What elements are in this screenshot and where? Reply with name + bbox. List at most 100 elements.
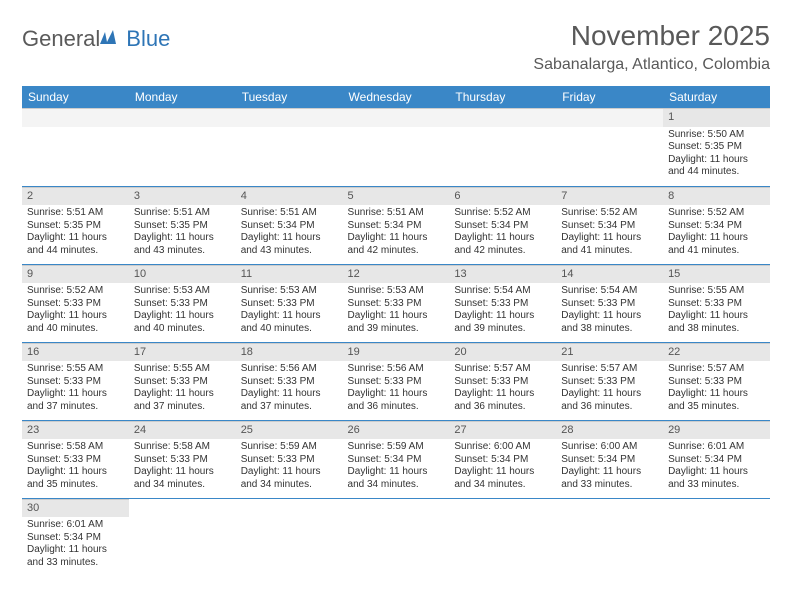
day-cell: 12Sunrise: 5:53 AMSunset: 5:33 PMDayligh… <box>343 264 450 342</box>
day-number-empty <box>449 108 556 127</box>
day-number: 20 <box>449 343 556 362</box>
day-details: Sunrise: 5:58 AMSunset: 5:33 PMDaylight:… <box>22 439 129 495</box>
day-cell: 27Sunrise: 6:00 AMSunset: 5:34 PMDayligh… <box>449 420 556 498</box>
day-line-ss: Sunset: 5:34 PM <box>454 220 551 233</box>
day-details: Sunrise: 5:55 AMSunset: 5:33 PMDaylight:… <box>129 361 236 417</box>
day-line-d2: and 44 minutes. <box>27 245 124 258</box>
day-line-d2: and 34 minutes. <box>241 479 338 492</box>
day-details: Sunrise: 5:53 AMSunset: 5:33 PMDaylight:… <box>129 283 236 339</box>
day-number: 3 <box>129 187 236 206</box>
day-details: Sunrise: 6:00 AMSunset: 5:34 PMDaylight:… <box>449 439 556 495</box>
day-line-d1: Daylight: 11 hours <box>668 232 765 245</box>
day-line-d2: and 33 minutes. <box>561 479 658 492</box>
day-cell: 20Sunrise: 5:57 AMSunset: 5:33 PMDayligh… <box>449 342 556 420</box>
weekday-header: Wednesday <box>343 86 450 108</box>
day-number: 1 <box>663 108 770 127</box>
day-number: 5 <box>343 187 450 206</box>
day-line-d1: Daylight: 11 hours <box>454 466 551 479</box>
day-cell <box>343 498 450 576</box>
day-line-sr: Sunrise: 6:00 AM <box>454 441 551 454</box>
flag-icon <box>100 30 122 46</box>
day-line-ss: Sunset: 5:33 PM <box>454 298 551 311</box>
day-details: Sunrise: 5:55 AMSunset: 5:33 PMDaylight:… <box>663 283 770 339</box>
day-details: Sunrise: 5:52 AMSunset: 5:33 PMDaylight:… <box>22 283 129 339</box>
day-cell <box>236 498 343 576</box>
day-line-ss: Sunset: 5:33 PM <box>454 376 551 389</box>
day-number: 22 <box>663 343 770 362</box>
day-cell: 17Sunrise: 5:55 AMSunset: 5:33 PMDayligh… <box>129 342 236 420</box>
day-line-ss: Sunset: 5:34 PM <box>241 220 338 233</box>
day-line-sr: Sunrise: 5:59 AM <box>241 441 338 454</box>
day-line-d2: and 37 minutes. <box>27 401 124 414</box>
day-details: Sunrise: 5:53 AMSunset: 5:33 PMDaylight:… <box>236 283 343 339</box>
day-details: Sunrise: 5:59 AMSunset: 5:33 PMDaylight:… <box>236 439 343 495</box>
day-number: 4 <box>236 187 343 206</box>
day-line-d1: Daylight: 11 hours <box>348 232 445 245</box>
day-line-ss: Sunset: 5:33 PM <box>561 376 658 389</box>
day-line-d1: Daylight: 11 hours <box>27 388 124 401</box>
day-details: Sunrise: 5:51 AMSunset: 5:34 PMDaylight:… <box>343 205 450 261</box>
day-number-empty <box>343 108 450 127</box>
day-line-d2: and 40 minutes. <box>241 323 338 336</box>
day-line-ss: Sunset: 5:35 PM <box>134 220 231 233</box>
week-row: 2Sunrise: 5:51 AMSunset: 5:35 PMDaylight… <box>22 186 770 264</box>
day-line-d1: Daylight: 11 hours <box>561 466 658 479</box>
day-line-d1: Daylight: 11 hours <box>348 388 445 401</box>
day-line-sr: Sunrise: 5:56 AM <box>348 363 445 376</box>
day-line-sr: Sunrise: 5:58 AM <box>134 441 231 454</box>
day-cell <box>449 498 556 576</box>
day-cell: 14Sunrise: 5:54 AMSunset: 5:33 PMDayligh… <box>556 264 663 342</box>
day-number: 11 <box>236 265 343 284</box>
day-line-d1: Daylight: 11 hours <box>454 388 551 401</box>
week-row: 1Sunrise: 5:50 AMSunset: 5:35 PMDaylight… <box>22 108 770 186</box>
day-line-ss: Sunset: 5:34 PM <box>348 220 445 233</box>
day-line-d1: Daylight: 11 hours <box>668 466 765 479</box>
day-line-sr: Sunrise: 6:01 AM <box>668 441 765 454</box>
day-line-d2: and 38 minutes. <box>668 323 765 336</box>
day-line-ss: Sunset: 5:34 PM <box>668 220 765 233</box>
day-cell: 3Sunrise: 5:51 AMSunset: 5:35 PMDaylight… <box>129 186 236 264</box>
day-details: Sunrise: 5:57 AMSunset: 5:33 PMDaylight:… <box>663 361 770 417</box>
day-line-d1: Daylight: 11 hours <box>668 154 765 167</box>
day-line-sr: Sunrise: 5:57 AM <box>454 363 551 376</box>
day-details: Sunrise: 5:55 AMSunset: 5:33 PMDaylight:… <box>22 361 129 417</box>
day-details: Sunrise: 5:56 AMSunset: 5:33 PMDaylight:… <box>343 361 450 417</box>
day-line-d1: Daylight: 11 hours <box>241 466 338 479</box>
day-cell: 8Sunrise: 5:52 AMSunset: 5:34 PMDaylight… <box>663 186 770 264</box>
day-line-d2: and 34 minutes. <box>454 479 551 492</box>
day-line-d2: and 43 minutes. <box>134 245 231 258</box>
weekday-header: Saturday <box>663 86 770 108</box>
day-cell: 4Sunrise: 5:51 AMSunset: 5:34 PMDaylight… <box>236 186 343 264</box>
day-number: 21 <box>556 343 663 362</box>
weekday-header: Tuesday <box>236 86 343 108</box>
day-line-ss: Sunset: 5:33 PM <box>134 298 231 311</box>
day-number: 23 <box>22 421 129 440</box>
day-number: 9 <box>22 265 129 284</box>
day-line-d1: Daylight: 11 hours <box>561 232 658 245</box>
day-cell: 15Sunrise: 5:55 AMSunset: 5:33 PMDayligh… <box>663 264 770 342</box>
day-line-sr: Sunrise: 5:58 AM <box>27 441 124 454</box>
day-details: Sunrise: 6:01 AMSunset: 5:34 PMDaylight:… <box>663 439 770 495</box>
day-number: 27 <box>449 421 556 440</box>
day-details: Sunrise: 5:54 AMSunset: 5:33 PMDaylight:… <box>449 283 556 339</box>
day-line-sr: Sunrise: 5:50 AM <box>668 129 765 142</box>
day-line-d2: and 33 minutes. <box>668 479 765 492</box>
day-cell: 22Sunrise: 5:57 AMSunset: 5:33 PMDayligh… <box>663 342 770 420</box>
day-number: 19 <box>343 343 450 362</box>
day-line-d1: Daylight: 11 hours <box>134 466 231 479</box>
day-line-ss: Sunset: 5:33 PM <box>241 454 338 467</box>
logo-text-general: General <box>22 26 100 52</box>
day-line-d2: and 44 minutes. <box>668 166 765 179</box>
day-cell: 13Sunrise: 5:54 AMSunset: 5:33 PMDayligh… <box>449 264 556 342</box>
day-cell: 1Sunrise: 5:50 AMSunset: 5:35 PMDaylight… <box>663 108 770 186</box>
day-cell <box>129 498 236 576</box>
day-line-d2: and 34 minutes. <box>134 479 231 492</box>
day-line-d2: and 35 minutes. <box>27 479 124 492</box>
day-line-d1: Daylight: 11 hours <box>241 310 338 323</box>
day-line-ss: Sunset: 5:34 PM <box>561 220 658 233</box>
weekday-header-row: Sunday Monday Tuesday Wednesday Thursday… <box>22 86 770 108</box>
day-cell <box>556 108 663 186</box>
day-line-sr: Sunrise: 6:00 AM <box>561 441 658 454</box>
day-line-d2: and 36 minutes. <box>454 401 551 414</box>
day-line-sr: Sunrise: 5:52 AM <box>668 207 765 220</box>
